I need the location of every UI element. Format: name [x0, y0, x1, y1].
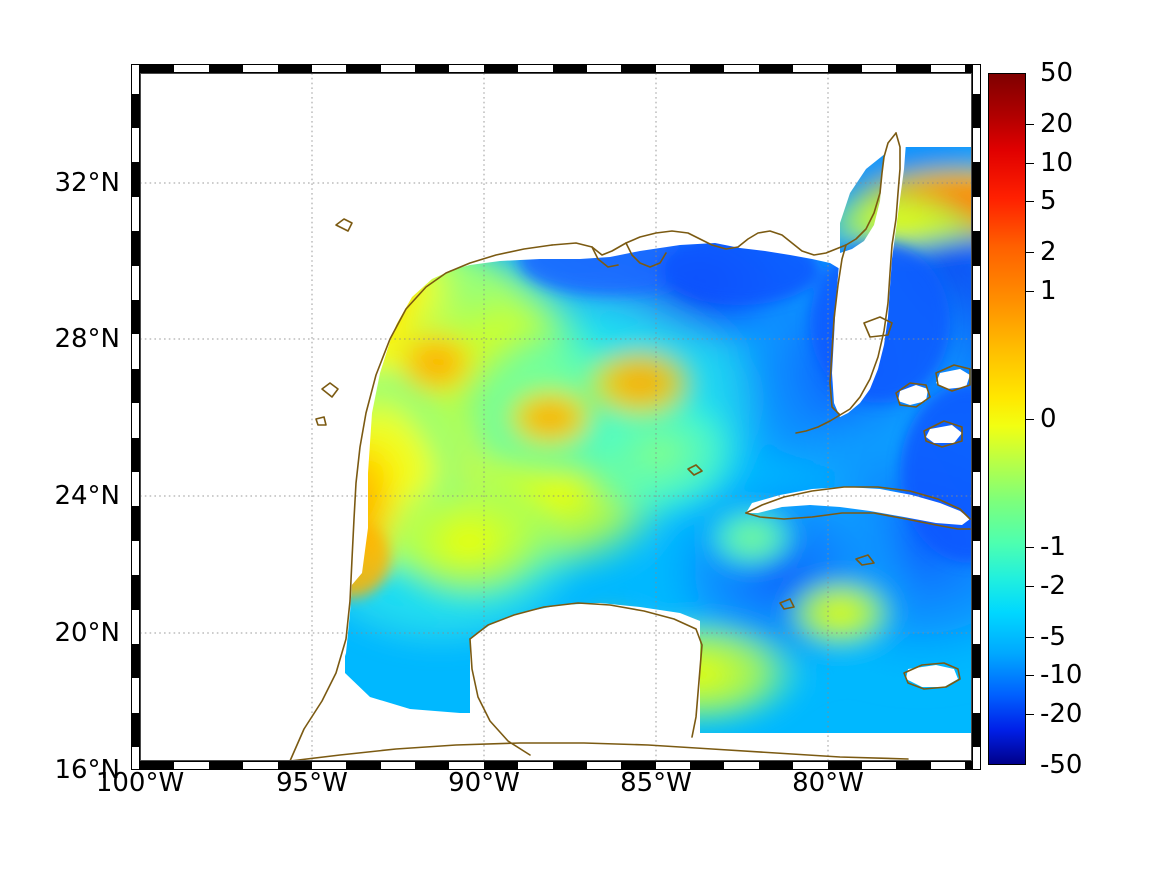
colorbar-label-10: -10: [1040, 660, 1083, 691]
frame-check-bottom: [483, 761, 519, 770]
frame-check-top: [690, 64, 725, 73]
colorbar-tick-4: [1026, 252, 1034, 254]
x-tick-label-1: 95°W: [276, 768, 348, 798]
frame-check-left: [131, 712, 140, 748]
frame-check-left: [131, 368, 140, 404]
frame-check-top: [483, 64, 519, 73]
frame-check-bottom: [208, 761, 244, 770]
colorbar-tick-8: [1026, 585, 1034, 587]
frame-check-bottom: [140, 761, 175, 770]
frame-check-left: [131, 231, 140, 266]
frame-check-left: [131, 644, 140, 679]
colorbar-tick-5: [1026, 290, 1034, 292]
frame-check-right: [972, 575, 981, 610]
frame-check-top: [621, 64, 656, 73]
frame-left: [131, 64, 140, 770]
colorbar-label-1: 20: [1040, 109, 1074, 139]
colorbar-label-6: 0: [1040, 404, 1057, 434]
colorbar-tick-11: [1026, 713, 1034, 715]
frame-check-right: [972, 712, 981, 748]
frame-check-right: [972, 644, 981, 679]
frame-check-bottom: [415, 761, 450, 770]
frame-check-bottom: [758, 761, 794, 770]
colorbar-gradient: [988, 73, 1026, 765]
colorbar-tick-6: [1026, 419, 1034, 420]
frame-bottom: [131, 761, 981, 770]
frame-check-top: [758, 64, 794, 73]
map-panel[interactable]: [131, 64, 981, 770]
frame-check-top: [827, 64, 862, 73]
frame-check-bottom: [552, 761, 587, 770]
frame-check-bottom: [690, 761, 725, 770]
colorbar-label-7: -1: [1040, 532, 1066, 563]
frame-check-bottom: [277, 761, 312, 770]
frame-check-bottom: [827, 761, 862, 770]
coastlines: [289, 132, 971, 761]
frame-check-left: [131, 93, 140, 129]
colorbar-label-2: 10: [1040, 147, 1074, 178]
colorbar-label-5: 1: [1040, 275, 1057, 306]
frame-check-top: [140, 64, 175, 73]
colorbar-tick-3: [1026, 201, 1034, 203]
frame-check-left: [131, 437, 140, 473]
x-tick-label-4: 80°W: [792, 768, 864, 798]
colorbar-label-3: 5: [1040, 186, 1057, 217]
colorbar-label-9: -5: [1040, 621, 1066, 652]
frame-check-bottom: [965, 761, 972, 770]
frame-top: [131, 64, 981, 73]
colorbar-tick-10: [1026, 675, 1034, 677]
frame-check-right: [972, 162, 981, 197]
frame-check-top: [346, 64, 381, 73]
frame-check-right: [972, 93, 981, 129]
colorbar-label-8: -2: [1040, 570, 1066, 601]
colorbar-label-4: 2: [1040, 237, 1057, 268]
frame-check-right: [972, 300, 981, 335]
frame-check-top: [208, 64, 244, 73]
colorbar-tick-1: [1026, 124, 1034, 125]
frame-check-top: [896, 64, 931, 73]
frame-check-top: [552, 64, 587, 73]
colorbar[interactable]: 50 20 10 5 2 1 0 -1 -2 -5 -10 -20 -50: [988, 58, 1082, 780]
y-tick-label-2: 24°N: [54, 481, 120, 511]
frame-check-top: [277, 64, 312, 73]
frame-check-bottom: [621, 761, 656, 770]
x-tick-label-2: 90°W: [448, 768, 520, 798]
frame-check-bottom: [896, 761, 931, 770]
y-tick-label-3: 20°N: [54, 618, 120, 648]
frame-check-left: [131, 300, 140, 335]
colorbar-label-0: 50: [1040, 58, 1074, 88]
x-tick-label-3: 85°W: [620, 768, 692, 798]
map-raster-and-coastlines: [140, 73, 972, 761]
x-tick-label-0: 100°W: [95, 768, 185, 798]
colorbar-tick-7: [1026, 547, 1034, 549]
colorbar-tick-9: [1026, 636, 1034, 638]
frame-check-bottom: [346, 761, 381, 770]
y-tick-label-0: 32°N: [54, 168, 120, 198]
y-tick-label-4: 16°N: [54, 755, 120, 785]
frame-check-right: [972, 231, 981, 266]
frame-check-top: [965, 64, 972, 73]
colorbar-tick-2: [1026, 162, 1034, 164]
frame-check-left: [131, 162, 140, 197]
frame-check-left: [131, 506, 140, 541]
frame-check-left: [131, 575, 140, 610]
frame-check-right: [972, 437, 981, 473]
frame-check-top: [415, 64, 450, 73]
frame-check-right: [972, 368, 981, 404]
colorbar-label-11: -20: [1040, 698, 1083, 729]
map-data-area: [140, 73, 972, 761]
colorbar-label-12: -50: [1040, 750, 1083, 780]
y-tick-label-1: 28°N: [54, 324, 120, 354]
frame-right: [972, 64, 981, 770]
frame-check-right: [972, 506, 981, 541]
